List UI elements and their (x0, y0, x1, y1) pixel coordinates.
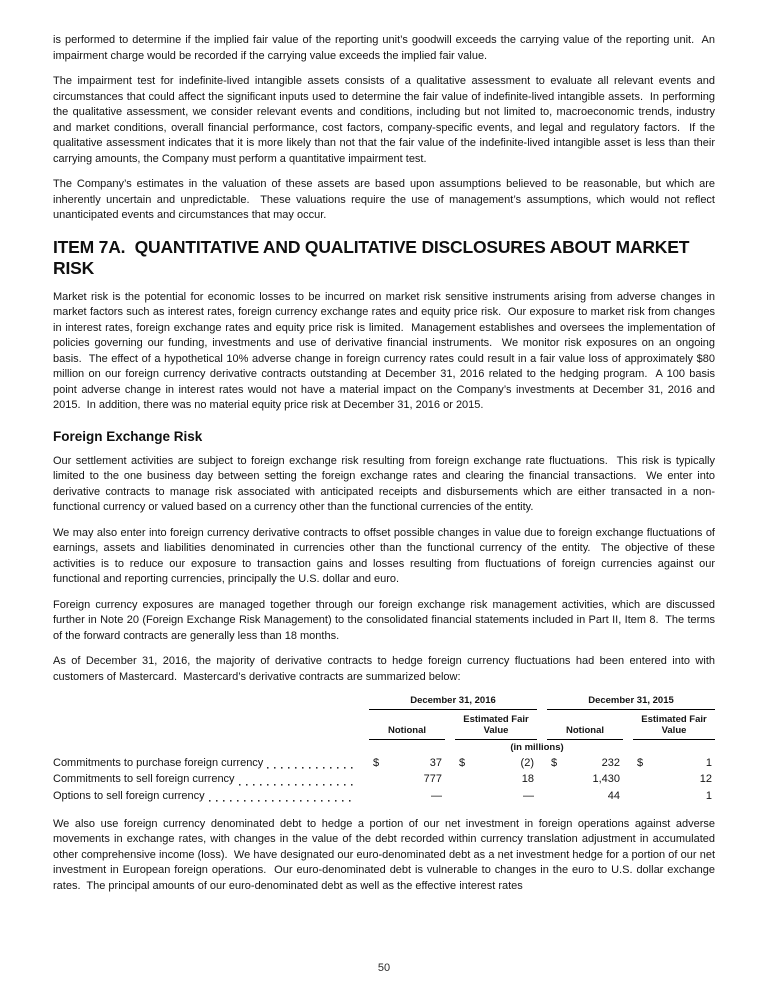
table-units-row: (in millions) (53, 740, 715, 755)
table-subheader-row: Notional Estimated Fair Value Notional E… (53, 710, 715, 740)
dot-leader (238, 776, 356, 788)
row-label: Options to sell foreign currency (53, 789, 205, 802)
currency-symbol: $ (373, 756, 380, 769)
cell-value: 44 (607, 789, 620, 802)
currency-symbol: $ (637, 756, 644, 769)
table-row-options-sell-fx: Options to sell foreign currency — — 44 … (53, 788, 715, 805)
paragraph-fx-management: Foreign currency exposures are managed t… (53, 598, 715, 642)
cell-value: 1,430 (592, 773, 620, 785)
paragraph-estimates: The Company’s estimates in the valuation… (53, 178, 715, 221)
dot-leader (267, 760, 356, 771)
column-group-dec-2015: December 31, 2015 (547, 695, 715, 710)
paragraph-settlement-activities: Our settlement activities are subject to… (53, 454, 715, 514)
cell-value: (2) (520, 756, 534, 769)
currency-symbol: $ (551, 756, 558, 769)
table-group-header-row: December 31, 2016 December 31, 2015 (53, 695, 715, 710)
paragraph-debt-hedge: We also use foreign currency denominated… (53, 817, 715, 892)
derivative-contracts-table: December 31, 2016 December 31, 2015 Noti… (53, 695, 715, 805)
column-header-notional-2016: Notional (369, 710, 445, 740)
dot-leader (208, 793, 356, 804)
cell-value: — (523, 789, 534, 802)
cell-value: 232 (601, 756, 620, 769)
cell-value: 1 (705, 789, 712, 802)
cell-value: 37 (429, 756, 442, 769)
paragraph-impairment-test: The impairment test for indefinite-lived… (53, 75, 715, 165)
paragraph-goodwill: is performed to determine if the implied… (53, 34, 715, 62)
column-header-fair-value-2016: Estimated Fair Value (455, 710, 537, 740)
cell-value: 12 (699, 773, 712, 785)
column-header-fair-value-2015: Estimated Fair Value (633, 710, 715, 740)
row-label: Commitments to purchase foreign currency (53, 756, 264, 769)
column-header-notional-2015: Notional (547, 710, 623, 740)
heading-foreign-exchange-risk: Foreign Exchange Risk (53, 428, 203, 444)
row-label: Commitments to sell foreign currency (53, 773, 235, 785)
cell-value: 1 (705, 756, 712, 769)
paragraph-contracts-intro: As of December 31, 2016, the majority of… (53, 655, 715, 683)
units-note: (in millions) (510, 742, 564, 753)
cell-value: — (431, 789, 442, 802)
column-group-dec-2016: December 31, 2016 (369, 695, 537, 710)
page-number: 50 (377, 961, 391, 974)
currency-symbol: $ (459, 756, 466, 769)
cell-value: 777 (423, 773, 442, 785)
table-row-purchase-fx: Commitments to purchase foreign currency… (53, 755, 715, 772)
heading-item-7a: ITEM 7A. QUANTITATIVE AND QUALITATIVE DI… (53, 236, 690, 278)
paragraph-derivative-offset: We may also enter into foreign currency … (53, 526, 715, 586)
paragraph-market-risk: Market risk is the potential for economi… (53, 290, 715, 412)
table-row-sell-fx: Commitments to sell foreign currency 777… (53, 772, 715, 789)
cell-value: 18 (521, 773, 534, 785)
